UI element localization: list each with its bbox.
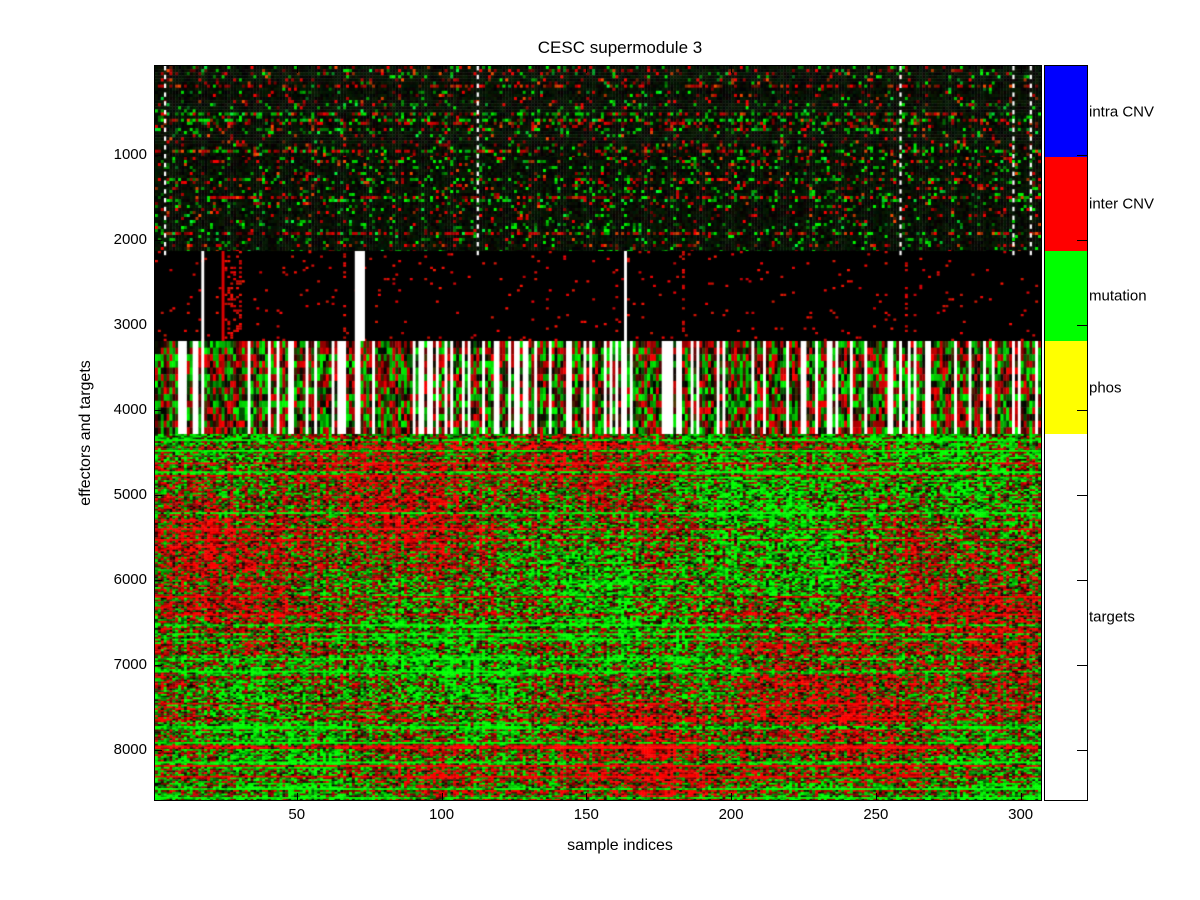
x-tick-top: [731, 66, 733, 73]
y-tick: [155, 325, 162, 326]
strip-tick: [1077, 325, 1087, 326]
strip-segment-3: [1045, 341, 1087, 434]
x-tick-top: [441, 66, 443, 73]
y-tick: [155, 495, 162, 496]
strip-label-targets: targets: [1089, 608, 1135, 626]
x-tick: [731, 793, 733, 800]
strip-tick: [1077, 495, 1087, 496]
strip-label-inter-cnv: inter CNV: [1089, 195, 1155, 213]
x-tick: [441, 793, 443, 800]
x-axis-label: sample indices: [567, 837, 673, 854]
x-tick-top: [875, 66, 877, 73]
y-tick-label: 3000: [113, 316, 147, 333]
y-axis-label: effectors and targets: [77, 360, 94, 506]
x-tick-label: 250: [863, 806, 889, 823]
y-tick-label: 2000: [113, 231, 147, 248]
x-tick-label: 200: [718, 806, 744, 823]
x-tick: [296, 793, 298, 800]
y-tick-label: 6000: [113, 571, 147, 588]
y-tick: [155, 750, 162, 751]
y-tick-label: 7000: [113, 656, 147, 673]
strip-label-phos: phos: [1089, 379, 1122, 396]
x-tick: [875, 793, 877, 800]
y-tick: [155, 155, 162, 156]
y-tick-label: 5000: [113, 486, 147, 503]
y-tick: [155, 410, 162, 411]
y-tick-label: 8000: [113, 741, 147, 758]
heatmap-canvas: [155, 66, 1041, 800]
strip-tick: [1077, 155, 1087, 156]
strip-label-mutation: mutation: [1089, 287, 1147, 305]
strip-tick: [1077, 410, 1087, 411]
x-tick-label: 150: [573, 806, 599, 823]
x-tick-top: [296, 66, 298, 73]
x-tick-label: 300: [1008, 806, 1034, 823]
x-tick: [586, 793, 588, 800]
x-tick-top: [586, 66, 588, 73]
x-tick-label: 50: [288, 806, 306, 823]
y-tick-label: 1000: [113, 146, 147, 163]
strip-segment-1: [1045, 157, 1087, 251]
x-tick-label: 100: [429, 806, 455, 823]
strip-segment-4: [1045, 434, 1087, 800]
plot-title: CESC supermodule 3: [537, 38, 703, 57]
y-tick-label: 4000: [113, 401, 147, 418]
strip-tick: [1077, 665, 1087, 666]
y-tick: [155, 580, 162, 581]
x-tick-top: [1020, 66, 1022, 73]
y-tick: [155, 665, 162, 666]
x-tick: [1020, 793, 1022, 800]
strip-segment-0: [1045, 66, 1087, 157]
strip-tick: [1077, 750, 1087, 751]
row-category-color-strip: [1044, 65, 1088, 801]
strip-tick: [1077, 240, 1087, 241]
y-tick: [155, 240, 162, 241]
strip-label-intra-cnv: intra CNV: [1089, 103, 1155, 120]
strip-tick: [1077, 580, 1087, 581]
strip-segment-2: [1045, 251, 1087, 341]
